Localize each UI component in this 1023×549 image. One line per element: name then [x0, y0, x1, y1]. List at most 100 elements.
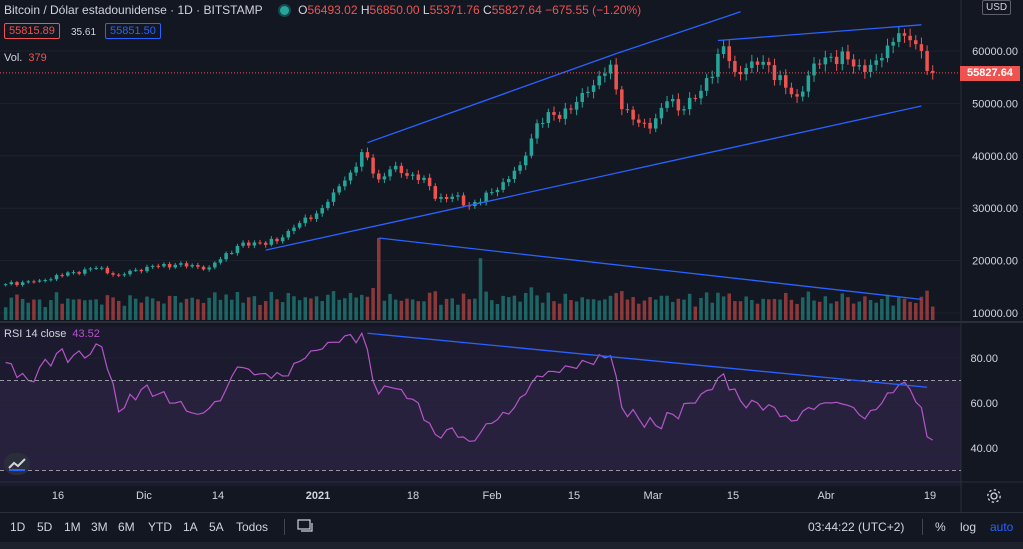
candle-body	[495, 189, 500, 193]
volume-bar	[467, 299, 471, 320]
volume-bar	[902, 298, 907, 320]
timeframe-all-button[interactable]: Todos	[236, 520, 269, 534]
volume-bar	[371, 288, 375, 320]
clock-timezone[interactable]: 03:44:22 (UTC+2)	[808, 520, 905, 534]
time-tick-label: Mar	[644, 490, 663, 502]
timeframe-1y-button[interactable]: 1A	[183, 520, 198, 534]
auto-scale-button[interactable]: auto	[990, 520, 1014, 534]
volume-bar	[580, 297, 585, 320]
volume-bar	[354, 297, 358, 320]
candle-body	[829, 56, 833, 58]
volume-bar	[230, 299, 234, 320]
price-trendline	[615, 11, 741, 55]
volume-bar	[43, 307, 47, 320]
volume-bar	[699, 297, 703, 320]
candle-body	[676, 99, 681, 111]
tradingview-logo-icon[interactable]	[4, 453, 30, 475]
volume-bar	[320, 301, 324, 320]
volume-trendline	[378, 237, 922, 301]
candle-body	[410, 174, 415, 176]
volume-bar	[150, 298, 155, 320]
compare-icon[interactable]	[296, 519, 314, 533]
volume-bar	[94, 299, 98, 320]
candle-body	[846, 51, 850, 60]
volume-bar	[529, 287, 534, 320]
spread-value: 35.61	[71, 27, 97, 38]
volume-bar	[670, 301, 675, 320]
rsi-legend[interactable]: RSI 14 close 43.52	[4, 328, 100, 340]
volume-bar	[218, 299, 223, 320]
market-status-icon[interactable]	[279, 6, 289, 15]
candle-body	[704, 78, 709, 91]
candle-body	[133, 269, 138, 271]
timeframe-1d-button[interactable]: 1D	[10, 520, 26, 534]
candle-body	[292, 227, 296, 232]
candle-body	[586, 91, 590, 94]
candle-body	[218, 259, 223, 263]
percent-scale-button[interactable]: %	[935, 520, 946, 534]
rsi-name: RSI	[4, 328, 23, 340]
timeframe-3m-button[interactable]: 3M	[91, 520, 108, 534]
timeframe-5d-button[interactable]: 5D	[37, 520, 53, 534]
rsi-value: 43.52	[72, 328, 100, 340]
volume-bar	[77, 299, 81, 320]
candle-body	[167, 263, 172, 268]
candle-body	[721, 46, 726, 54]
chart-canvas[interactable]: 10000.00 20000.00 30000.00 40000.00 50000.00…	[0, 0, 1023, 512]
candle-body	[314, 213, 319, 219]
buy-button[interactable]: 55851.50	[105, 23, 161, 39]
candle-body	[540, 122, 545, 124]
volume-bar	[190, 297, 194, 320]
candle-body	[235, 245, 240, 253]
volume-bar	[897, 297, 901, 320]
timeframe-ytd-button[interactable]: YTD	[148, 520, 172, 534]
symbol-title: Bitcoin / Dólar estadounidense	[4, 3, 167, 17]
candle-body	[874, 60, 878, 65]
candle-body	[105, 267, 110, 274]
timeframe-1m-button[interactable]: 1M	[64, 520, 81, 534]
candle-body	[297, 223, 302, 228]
volume-bar	[139, 302, 144, 320]
interval-label: 1D	[177, 3, 193, 17]
price-tick-label: 20000.00	[972, 256, 1018, 268]
low-label: L	[422, 3, 430, 17]
volume-bar	[331, 291, 336, 320]
log-scale-button[interactable]: log	[960, 520, 977, 534]
timeframe-5y-button[interactable]: 5A	[209, 520, 224, 534]
volume-bar	[501, 295, 505, 320]
volume-bar	[744, 296, 748, 320]
candle-body	[461, 195, 466, 206]
candle-body	[150, 265, 155, 267]
volume-bar	[490, 300, 494, 320]
candle-body	[727, 46, 731, 62]
candle-body	[320, 207, 324, 214]
candle-body	[925, 51, 929, 71]
volume-bar	[586, 299, 590, 320]
candle-body	[66, 272, 70, 276]
volume-bar	[71, 299, 76, 320]
gear-icon[interactable]	[985, 487, 1003, 505]
volume-bar	[687, 293, 692, 320]
price-tick-label: 10000.00	[972, 308, 1018, 320]
candle-body	[100, 267, 104, 269]
volume-bar	[512, 295, 517, 320]
timeframe-6m-button[interactable]: 6M	[118, 520, 135, 534]
candle-body	[795, 94, 799, 97]
candle-body	[433, 186, 438, 199]
volume-bar	[546, 292, 551, 320]
candle-body	[880, 58, 884, 61]
volume-bar	[642, 300, 647, 320]
candle-body	[637, 119, 641, 123]
volume-bar	[399, 300, 404, 320]
volume-bar	[721, 296, 726, 320]
candle-body	[422, 177, 426, 181]
candle-body	[625, 109, 630, 111]
sell-button[interactable]: 55815.89	[4, 23, 60, 39]
volume-bar	[461, 293, 466, 320]
volume-bar	[213, 292, 217, 320]
volume-bar	[32, 299, 36, 320]
volume-bar	[88, 299, 93, 320]
volume-bar	[450, 298, 454, 320]
candle-body	[116, 274, 121, 276]
currency-badge[interactable]: USD	[982, 0, 1012, 15]
